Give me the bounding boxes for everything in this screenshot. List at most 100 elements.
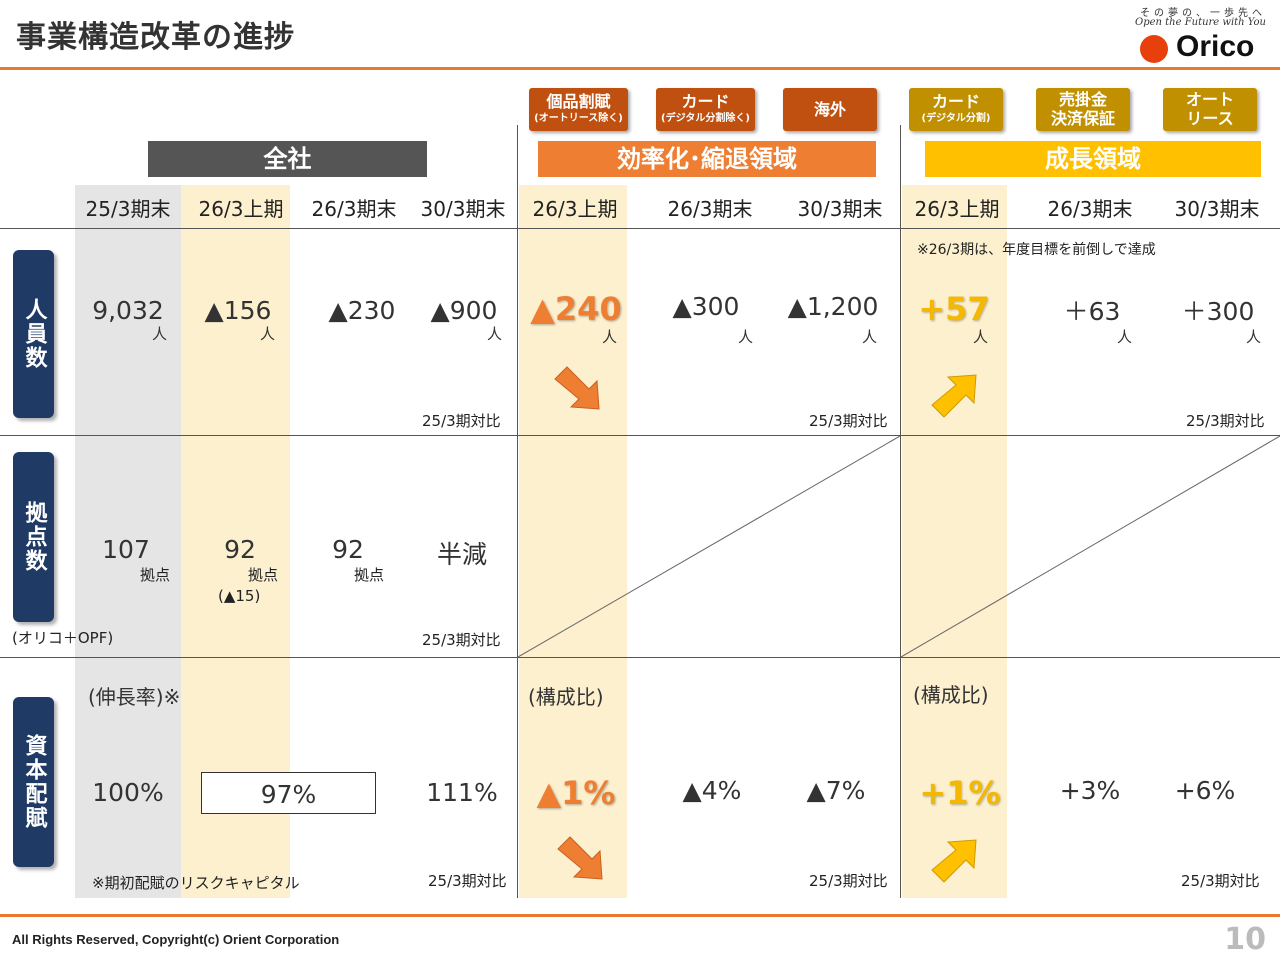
col-header-7: 30/3期末 — [797, 197, 883, 221]
subcategory-autolease-line2: リース — [1186, 109, 1234, 128]
row-label-staff-text: 人員数 — [21, 298, 47, 370]
row-label-branches: 拠点数 — [13, 452, 54, 622]
subcategory-overseas: 海外 — [783, 88, 877, 131]
row-label-capital: 資本配賦 — [13, 697, 54, 867]
staff-unit-10: 人 — [1246, 328, 1262, 346]
subcategory-card-eff-label: カード — [681, 92, 730, 111]
subcategory-overseas-label: 海外 — [813, 100, 846, 119]
subcategory-autolease-line1: オート — [1185, 90, 1234, 109]
header-divider — [0, 67, 1280, 70]
subcategory-card-eff: カード (デジタル分割除く) — [656, 88, 755, 131]
col-header-9: 26/3期末 — [1047, 197, 1133, 221]
capital-value-7: +1% — [919, 774, 1001, 812]
arrow-up-right-icon — [931, 374, 977, 418]
col-header-3: 26/3期末 — [311, 197, 397, 221]
grid-line-header — [0, 228, 1280, 229]
staff-value-9: ＋63 — [1063, 297, 1121, 326]
staff-compare-note-growth: 25/3期対比 — [1186, 412, 1265, 430]
staff-compare-note-company: 25/3期対比 — [422, 412, 501, 430]
grid-divider-growth — [900, 125, 901, 898]
branches-value-2: 92 — [224, 535, 256, 564]
branches-value-4: 半減 — [436, 540, 487, 569]
capital-value-9: +6% — [1174, 776, 1236, 805]
copyright-text: All Rights Reserved, Copyright(c) Orient… — [12, 932, 340, 947]
branches-compare-note: 25/3期対比 — [422, 631, 501, 649]
branches-footnote: (オリコ＋OPF) — [12, 629, 114, 647]
subcategory-card-digital-label: カード — [931, 92, 980, 111]
staff-unit-7: 人 — [862, 328, 878, 346]
staff-growth-note: ※26/3期は、年度目標を前倒しで達成 — [917, 242, 1156, 258]
subcategory-autolease: オート リース — [1163, 88, 1257, 131]
branches-unit-3: 拠点 — [354, 566, 385, 584]
not-applicable-diagonal-efficiency — [518, 436, 900, 657]
capital-ratio-label-efficiency: (構成比) — [528, 685, 604, 709]
page-title: 事業構造改革の進捗 — [16, 20, 295, 55]
capital-compare-note-efficiency: 25/3期対比 — [809, 872, 888, 890]
staff-unit-9: 人 — [1117, 328, 1133, 346]
capital-ratio-label-growth: (構成比) — [913, 683, 989, 707]
group-header-company: 全社 — [148, 141, 427, 177]
staff-value-10: ＋300 — [1181, 297, 1255, 326]
staff-value-8: +57 — [918, 290, 990, 328]
column-band-growth-h1 — [902, 185, 1007, 898]
staff-unit-1: 人 — [152, 325, 168, 343]
branches-unit-1: 拠点 — [140, 566, 171, 584]
branches-unit-2: 拠点 — [248, 566, 279, 584]
column-band-baseline — [75, 185, 181, 898]
row-label-branches-text: 拠点数 — [21, 501, 47, 573]
arrow-up-right-icon — [931, 839, 977, 883]
col-header-4: 30/3期末 — [420, 197, 506, 221]
col-header-6: 26/3期末 — [667, 197, 753, 221]
page-number: 10 — [1224, 922, 1266, 957]
grid-line-row1 — [0, 435, 1280, 436]
branches-value-1: 107 — [102, 535, 150, 564]
col-header-5: 26/3上期 — [532, 197, 618, 221]
staff-value-1: 9,032 — [92, 296, 164, 325]
subcategory-receivables-line2: 決済保証 — [1050, 109, 1115, 128]
staff-compare-note-efficiency: 25/3期対比 — [809, 412, 888, 430]
subcategory-card-digital-note: (デジタル分割) — [921, 113, 991, 124]
capital-value-8: +3% — [1059, 776, 1121, 805]
staff-value-5: ▲240 — [530, 290, 622, 328]
staff-value-4: ▲900 — [430, 296, 498, 325]
branches-sub-value: (▲15) — [218, 587, 261, 605]
staff-unit-5: 人 — [602, 328, 618, 346]
grid-line-row2 — [0, 657, 1280, 658]
capital-value-1: 100% — [92, 778, 164, 807]
subcategory-installment: 個品割賦 (オートリース除く) — [529, 88, 628, 131]
footer-divider — [0, 914, 1280, 917]
not-applicable-diagonal-growth — [901, 436, 1280, 657]
row-label-staff: 人員数 — [13, 250, 54, 418]
capital-value-6: ▲7% — [806, 776, 866, 805]
group-header-growth: 成長領域 — [925, 141, 1261, 177]
col-header-1: 25/3期末 — [85, 197, 171, 221]
arrow-down-right-icon — [557, 836, 603, 880]
subcategory-receivables: 売掛金 決済保証 — [1036, 88, 1130, 131]
arrow-down-right-icon — [554, 366, 600, 410]
brand-tagline-en: Open the Future with You — [1135, 17, 1266, 28]
row-label-capital-text: 資本配賦 — [21, 734, 47, 830]
staff-value-6: ▲300 — [672, 292, 740, 321]
capital-value-4: ▲1% — [536, 774, 616, 812]
staff-value-3: ▲230 — [328, 296, 396, 325]
subcategory-card-eff-note: (デジタル分割除く) — [661, 113, 750, 124]
subcategory-installment-note: (オートリース除く) — [534, 113, 623, 124]
group-header-efficiency: 効率化･縮退領域 — [538, 141, 876, 177]
capital-value-3: 111% — [426, 778, 498, 807]
capital-value-2-box: 97% — [201, 772, 376, 814]
brand-tagline-jp: その夢の、一歩先へ — [1140, 8, 1266, 19]
col-header-8: 26/3上期 — [914, 197, 1000, 221]
capital-footnote: ※期初配賦のリスクキャピタル — [92, 874, 300, 892]
staff-value-2: ▲156 — [204, 296, 272, 325]
orico-logo-text: Orico — [1176, 30, 1255, 63]
capital-growth-label: (伸長率)※ — [88, 685, 181, 709]
staff-unit-4: 人 — [487, 325, 503, 343]
branches-value-3: 92 — [332, 535, 364, 564]
subcategory-receivables-line1: 売掛金 — [1058, 90, 1107, 109]
capital-compare-note-growth: 25/3期対比 — [1181, 872, 1260, 890]
staff-value-7: ▲1,200 — [787, 292, 879, 321]
staff-unit-6: 人 — [738, 328, 754, 346]
staff-unit-8: 人 — [973, 328, 989, 346]
orico-logo-icon — [1140, 35, 1168, 63]
grid-divider-efficiency — [517, 125, 518, 898]
